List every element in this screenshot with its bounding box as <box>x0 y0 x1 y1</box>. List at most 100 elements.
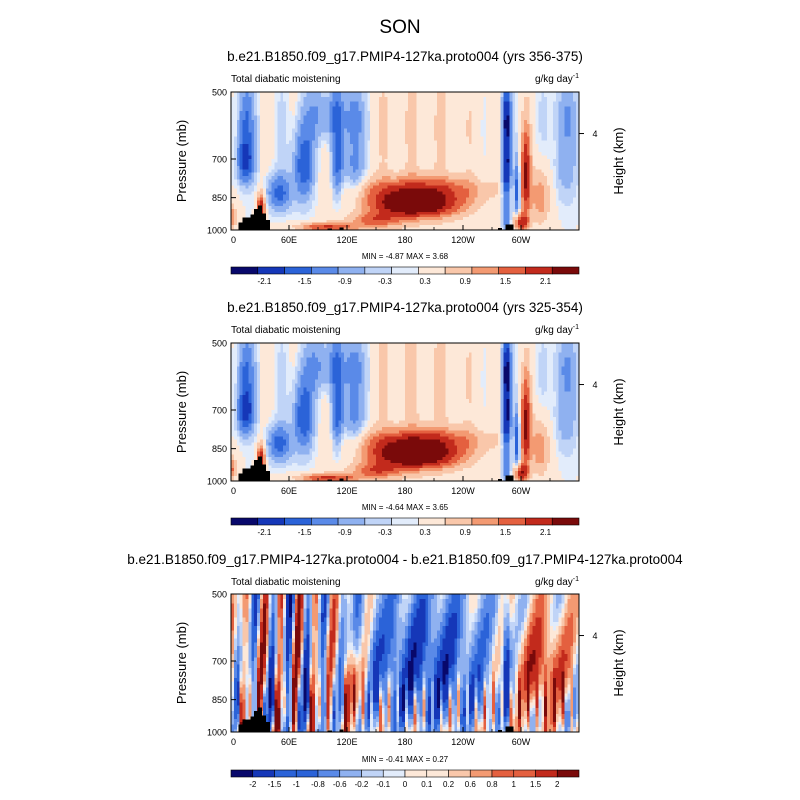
field-cell <box>509 200 513 204</box>
field-cell <box>257 124 261 129</box>
field-cell <box>523 197 528 201</box>
field-cell <box>381 162 386 167</box>
field-cell <box>231 475 235 479</box>
field-cell <box>465 148 470 153</box>
field-cell <box>468 101 473 107</box>
field-cell <box>434 203 438 207</box>
field-cell <box>564 214 568 218</box>
field-cell <box>518 136 522 141</box>
field-cell <box>364 191 368 196</box>
field-cell <box>405 209 409 213</box>
field-cell <box>413 132 417 137</box>
field-cell <box>436 110 441 116</box>
field-cell <box>457 176 461 180</box>
field-cell <box>555 148 560 153</box>
field-cell <box>376 101 380 107</box>
field-cell <box>265 110 270 116</box>
field-cell <box>268 209 272 213</box>
field-cell <box>451 144 455 149</box>
field-cell <box>289 110 293 116</box>
field-cell <box>303 151 307 156</box>
field-cell <box>335 169 339 174</box>
field-cell <box>465 165 470 170</box>
field-cell <box>309 203 313 207</box>
field-cell <box>552 219 557 223</box>
panel-1-field-label: Total diabatic moistening <box>231 74 341 85</box>
field-cell <box>436 179 441 183</box>
field-cell <box>494 211 499 215</box>
field-cell <box>294 119 299 125</box>
field-cell <box>320 227 325 231</box>
field-cell <box>303 211 307 215</box>
field-cell <box>364 155 368 160</box>
field-cell <box>277 144 281 149</box>
field-cell <box>506 203 510 207</box>
field-cell <box>312 214 316 218</box>
field-cell <box>521 124 525 129</box>
field-cell <box>541 219 545 223</box>
field-cell <box>463 219 467 223</box>
field-cell <box>361 148 365 153</box>
field-cell <box>413 185 417 190</box>
field-cell <box>451 158 455 163</box>
field-cell <box>236 352 241 358</box>
field-cell <box>509 110 513 116</box>
field-cell <box>303 124 307 129</box>
field-cell <box>503 144 507 149</box>
field-cell <box>463 211 467 215</box>
field-cell <box>402 92 406 98</box>
field-cell <box>413 203 417 207</box>
panel-1-field-cells <box>231 92 580 231</box>
field-cell <box>442 106 446 112</box>
field-cell <box>494 128 499 133</box>
field-cell <box>445 211 449 215</box>
field-cell <box>268 185 272 190</box>
field-cell <box>474 115 478 121</box>
field-cell <box>306 203 310 207</box>
field-cell <box>341 185 345 190</box>
field-cell <box>416 101 420 107</box>
field-cell <box>236 427 241 431</box>
field-cell <box>231 460 235 464</box>
field-cell <box>523 206 528 210</box>
field-cell <box>364 219 368 223</box>
field-cell <box>405 155 409 160</box>
field-cell <box>312 172 316 177</box>
field-cell <box>303 206 307 210</box>
field-cell <box>393 106 397 112</box>
field-cell <box>378 179 383 183</box>
field-cell <box>454 185 458 190</box>
field-cell <box>349 155 354 160</box>
field-cell <box>236 203 241 207</box>
field-cell <box>257 151 261 156</box>
field-cell <box>332 179 336 183</box>
field-cell <box>500 182 504 186</box>
field-cell <box>500 176 504 180</box>
field-cell <box>265 96 270 103</box>
field-cell <box>509 144 513 149</box>
field-cell <box>512 197 516 201</box>
field-cell <box>265 200 270 204</box>
field-cell <box>407 209 412 213</box>
field-cell <box>318 119 322 125</box>
field-cell <box>315 132 319 137</box>
field-cell <box>347 128 351 133</box>
field-cell <box>376 165 380 170</box>
field-cell <box>242 140 246 145</box>
field-cell <box>390 101 394 107</box>
field-cell <box>355 224 359 228</box>
field-cell <box>497 115 502 121</box>
field-cell <box>335 148 339 153</box>
field-cell <box>262 194 267 199</box>
field-cell <box>416 169 420 174</box>
field-cell <box>535 92 539 98</box>
field-cell <box>483 144 487 149</box>
field-cell <box>413 188 417 193</box>
field-cell <box>312 151 316 156</box>
field-cell <box>338 165 342 170</box>
field-cell <box>361 165 365 170</box>
field-cell <box>465 158 470 163</box>
field-cell <box>309 132 313 137</box>
colorbar-box <box>471 266 499 275</box>
field-cell <box>465 179 470 183</box>
